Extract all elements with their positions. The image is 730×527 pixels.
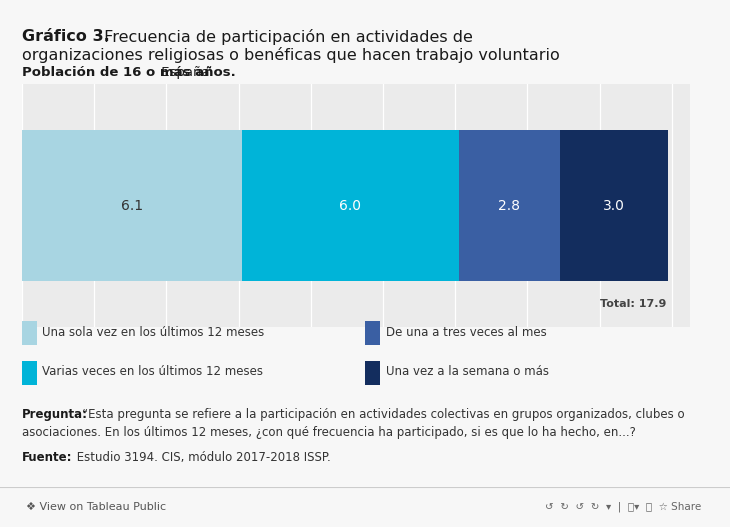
Text: organizaciones religiosas o benéficas que hacen trabajo voluntario: organizaciones religiosas o benéficas qu… xyxy=(22,47,560,63)
Text: Total: 17.9: Total: 17.9 xyxy=(600,299,666,309)
Bar xyxy=(365,361,380,385)
Bar xyxy=(242,130,458,281)
Text: Fuente:: Fuente: xyxy=(22,451,72,464)
Bar xyxy=(22,130,242,281)
Text: Varias veces en los últimos 12 meses: Varias veces en los últimos 12 meses xyxy=(42,365,264,378)
Text: 3.0: 3.0 xyxy=(603,199,625,212)
Text: asociaciones. En los últimos 12 meses, ¿con qué frecuencia ha participado, si es: asociaciones. En los últimos 12 meses, ¿… xyxy=(22,426,636,439)
Text: España: España xyxy=(157,66,210,79)
Text: Población de 16 o más años.: Población de 16 o más años. xyxy=(22,66,236,79)
Bar xyxy=(458,130,560,281)
Bar xyxy=(22,361,37,385)
Bar xyxy=(365,321,380,345)
Text: 6.1: 6.1 xyxy=(121,199,143,212)
Bar xyxy=(22,321,37,345)
Text: Una vez a la semana o más: Una vez a la semana o más xyxy=(385,365,548,378)
Text: De una a tres veces al mes: De una a tres veces al mes xyxy=(385,326,546,338)
Text: 2.8: 2.8 xyxy=(499,199,520,212)
Text: ❖ View on Tableau Public: ❖ View on Tableau Public xyxy=(26,502,166,512)
Text: Gráfico 3.: Gráfico 3. xyxy=(22,29,110,44)
Text: “Esta pregunta se refiere a la participación en actividades colectivas en grupos: “Esta pregunta se refiere a la participa… xyxy=(82,408,685,422)
Text: Pregunta:: Pregunta: xyxy=(22,408,88,422)
Bar xyxy=(560,130,668,281)
Text: 6.0: 6.0 xyxy=(339,199,361,212)
Text: Frecuencia de participación en actividades de: Frecuencia de participación en actividad… xyxy=(99,29,472,45)
Text: Estudio 3194. CIS, módulo 2017-2018 ISSP.: Estudio 3194. CIS, módulo 2017-2018 ISSP… xyxy=(73,451,331,464)
Text: ↺  ↻  ↺  ↻  ▾  |  ⬜▾  ⬜  ☆ Share: ↺ ↻ ↺ ↻ ▾ | ⬜▾ ⬜ ☆ Share xyxy=(545,502,701,512)
Text: Una sola vez en los últimos 12 meses: Una sola vez en los últimos 12 meses xyxy=(42,326,265,338)
